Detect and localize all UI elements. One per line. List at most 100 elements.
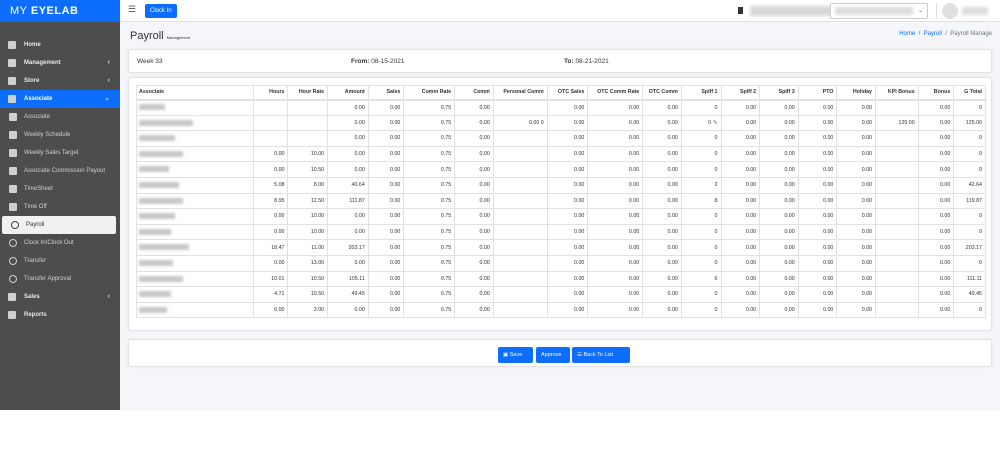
sidebar-item-home[interactable]: Home: [0, 36, 120, 54]
table-cell: 0.00: [759, 177, 799, 194]
table-cell: 0.00: [797, 271, 837, 288]
table-cell: 0.00: [642, 255, 682, 272]
table-cell: 0.00: [797, 255, 837, 272]
table-cell: 0.00: [587, 286, 643, 303]
pencil-icon[interactable]: ✎: [713, 119, 718, 126]
sidebar-subitem-weekly-sales-target[interactable]: Weekly Sales Target: [0, 144, 120, 162]
cell-value: 0: [979, 166, 982, 173]
table-cell: 125.00: [875, 115, 919, 132]
store-select[interactable]: ⌄: [830, 3, 928, 19]
cell-value: 0.00: [628, 166, 640, 173]
table-cell: 0.00: [917, 193, 954, 210]
cell-value: 0.00: [667, 260, 678, 267]
menu-toggle-icon[interactable]: ☰: [128, 4, 137, 14]
table-cell: [492, 224, 548, 241]
table-cell: [492, 255, 548, 272]
table-cell: 0.00: [836, 302, 876, 319]
user-name-redacted[interactable]: [962, 7, 988, 15]
sidebar-subitem-associate-commission-payout[interactable]: Associate Commission Payout: [0, 162, 120, 180]
cell-value: 0.00: [745, 291, 757, 298]
table-cell: 0: [680, 286, 721, 303]
table-cell: 0.00: [327, 99, 369, 116]
sidebar-item-label: Management: [24, 60, 61, 66]
cell-value: 0.00: [784, 229, 795, 236]
associate-cell: [136, 239, 254, 256]
table-cell: 0.00: [836, 208, 876, 225]
cell-value: 0.00: [823, 197, 834, 204]
table-cell: 0.00: [587, 130, 643, 147]
cell-value: 0.00: [354, 166, 365, 173]
associate-name-redacted: [139, 244, 189, 251]
sidebar-item-label: Transfer Approval: [24, 276, 72, 282]
approve-button[interactable]: Approve: [536, 347, 570, 363]
divider: [936, 3, 937, 19]
sidebar-item-sales[interactable]: Sales ‹: [0, 288, 120, 306]
table-cell: 0.00: [546, 271, 588, 288]
table-cell: 0.00: [720, 224, 760, 241]
table-cell: 0.75: [403, 255, 455, 272]
sidebar-subitem-payroll[interactable]: Payroll: [2, 216, 116, 234]
table-cell: 12.50: [287, 193, 328, 210]
save-button[interactable]: ▣ Save: [498, 347, 533, 363]
table-cell: 0.00: [546, 286, 588, 303]
table-cell: 0.00: [367, 224, 404, 241]
save-icon: ▣: [503, 352, 509, 358]
sidebar: MY EYELAB Home Management ‹ Store ‹ Associate…: [0, 0, 120, 410]
table-cell: [252, 99, 288, 116]
sidebar-item-associate[interactable]: Associate ⌄: [0, 90, 120, 108]
cell-value: 0.00: [823, 275, 834, 282]
sidebar-item-reports[interactable]: Reports: [0, 306, 120, 324]
table-cell: 0.00: [917, 208, 954, 225]
chevron-left-icon: ‹: [107, 59, 110, 66]
save-label: Save: [509, 352, 523, 358]
table-cell: 105.11: [327, 271, 369, 288]
table-cell: [287, 130, 328, 147]
cell-value: 0.00: [784, 291, 795, 298]
table-cell: 0.00: [642, 146, 682, 163]
cell-value: 0.00: [390, 151, 401, 158]
table-cell: 0.00: [836, 161, 876, 178]
reports-icon: [8, 311, 16, 319]
cell-value: 0.00: [354, 213, 365, 220]
breadcrumb-home[interactable]: Home: [899, 31, 916, 37]
cell-value: 0.75: [440, 307, 452, 314]
table-cell: [875, 130, 919, 147]
cell-value: 0.00: [390, 197, 401, 204]
table-row: 4.71 10.50 49.45 0.00 0.75 0.00 0.00 0.00 0.00 0 0…: [136, 286, 986, 303]
sidebar-subitem-time-off[interactable]: Time Off: [0, 198, 120, 216]
cell-value: 0.00: [939, 260, 951, 267]
sidebar-subitem-clock-in-clock-out[interactable]: Clock In/Clock Out: [0, 234, 120, 252]
sidebar-subitem-associate[interactable]: Associate: [0, 108, 120, 126]
clock-in-button[interactable]: Clock In: [145, 4, 177, 18]
sidebar-subitem-transfer[interactable]: Transfer: [0, 252, 120, 270]
cell-value: 8.95: [274, 197, 285, 204]
table-cell: 0.00: [720, 99, 760, 116]
cell-value: 0.00: [861, 213, 872, 220]
sidebar-item-management[interactable]: Management ‹: [0, 54, 120, 72]
sidebar-item-store[interactable]: Store ‹: [0, 72, 120, 90]
cell-value: 0: [979, 307, 982, 314]
sidebar-subitem-timesheet[interactable]: TimeSheet: [0, 180, 120, 198]
column-header: G Total: [953, 85, 986, 101]
cell-value: 0.00: [274, 151, 285, 158]
avatar[interactable]: [942, 3, 958, 19]
sidebar-subitem-transfer-approval[interactable]: Transfer Approval: [0, 270, 120, 288]
circle-icon: [11, 221, 19, 229]
brand-logo[interactable]: MY EYELAB: [0, 0, 120, 22]
cell-value: 0.00: [479, 307, 490, 314]
cell-value: 0.00: [628, 291, 640, 298]
cell-value: 8: [714, 197, 718, 204]
table-cell: 0.00: [642, 302, 682, 319]
table-cell: [492, 193, 548, 210]
table-cell: 203.17: [953, 239, 986, 256]
cell-value: 0.00: [745, 135, 757, 142]
table-cell: [875, 239, 919, 256]
timeoff-icon: [9, 203, 17, 211]
list-icon: [9, 113, 17, 121]
breadcrumb-payroll[interactable]: Payroll: [923, 31, 942, 37]
back-to-list-button[interactable]: ☰ Back To List: [572, 347, 630, 363]
cell-value: 0.00: [390, 135, 401, 142]
sidebar-subitem-weekly-schedule[interactable]: Weekly Schedule: [0, 126, 120, 144]
cell-value: 0.00: [784, 135, 795, 142]
cell-value: 0: [714, 104, 718, 111]
